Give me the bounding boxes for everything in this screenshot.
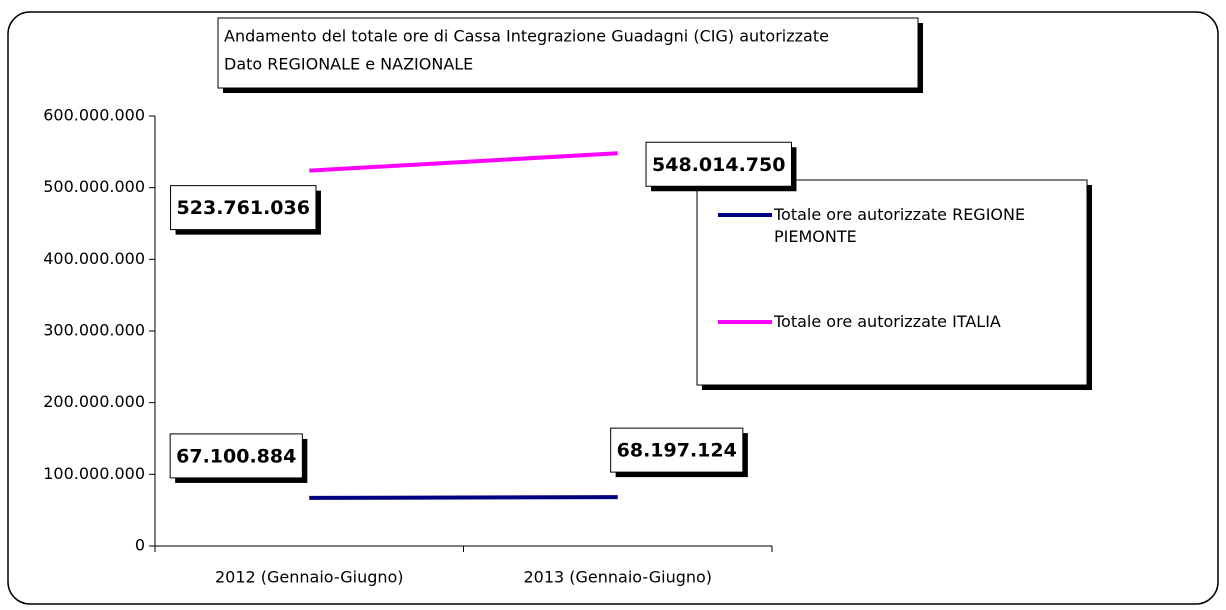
chart-frame: [7, 11, 1219, 605]
x-tick-label: 2013 (Gennaio-Giugno): [523, 568, 712, 587]
y-tick-label: 100.000.000: [43, 464, 145, 483]
data-label-box: [610, 427, 748, 478]
chart-title: Andamento del totale ore di Cassa Integr…: [224, 27, 829, 46]
data-label-bg: [170, 185, 317, 231]
series-line: [309, 495, 618, 500]
data-label-box: [170, 185, 321, 235]
data-label: 523.761.036: [177, 197, 310, 219]
y-tick-label: 300.000.000: [43, 321, 145, 340]
series-line: [309, 151, 618, 173]
chart-subtitle: Dato REGIONALE e NAZIONALE: [224, 55, 473, 74]
data-label: 68.197.124: [617, 440, 737, 462]
y-tick-label: 400.000.000: [43, 249, 145, 268]
data-label-bg: [169, 433, 303, 479]
data-label-bg: [645, 141, 792, 187]
y-tick-label: 200.000.000: [43, 392, 145, 411]
y-tick-label: 500.000.000: [43, 177, 145, 196]
legend-entry: Totale ore autorizzate ITALIA: [774, 312, 1001, 331]
legend-entry: Totale ore autorizzate REGIONE PIEMONTE: [774, 205, 1026, 246]
data-label-box: [645, 141, 797, 192]
y-tick-label: 0: [135, 536, 145, 555]
y-tick-label: 600.000.000: [43, 106, 145, 125]
x-tick-label: 2012 (Gennaio-Giugno): [215, 568, 404, 587]
title-box: [217, 17, 919, 89]
legend-label: Totale ore autorizzate REGIONE PIEMONTE: [774, 205, 1026, 246]
data-label: 67.100.884: [176, 445, 296, 467]
data-label-box: [169, 433, 308, 483]
legend-label: Totale ore autorizzate ITALIA: [774, 312, 1001, 331]
data-label: 548.014.750: [652, 154, 785, 176]
data-label-bg: [610, 427, 744, 473]
